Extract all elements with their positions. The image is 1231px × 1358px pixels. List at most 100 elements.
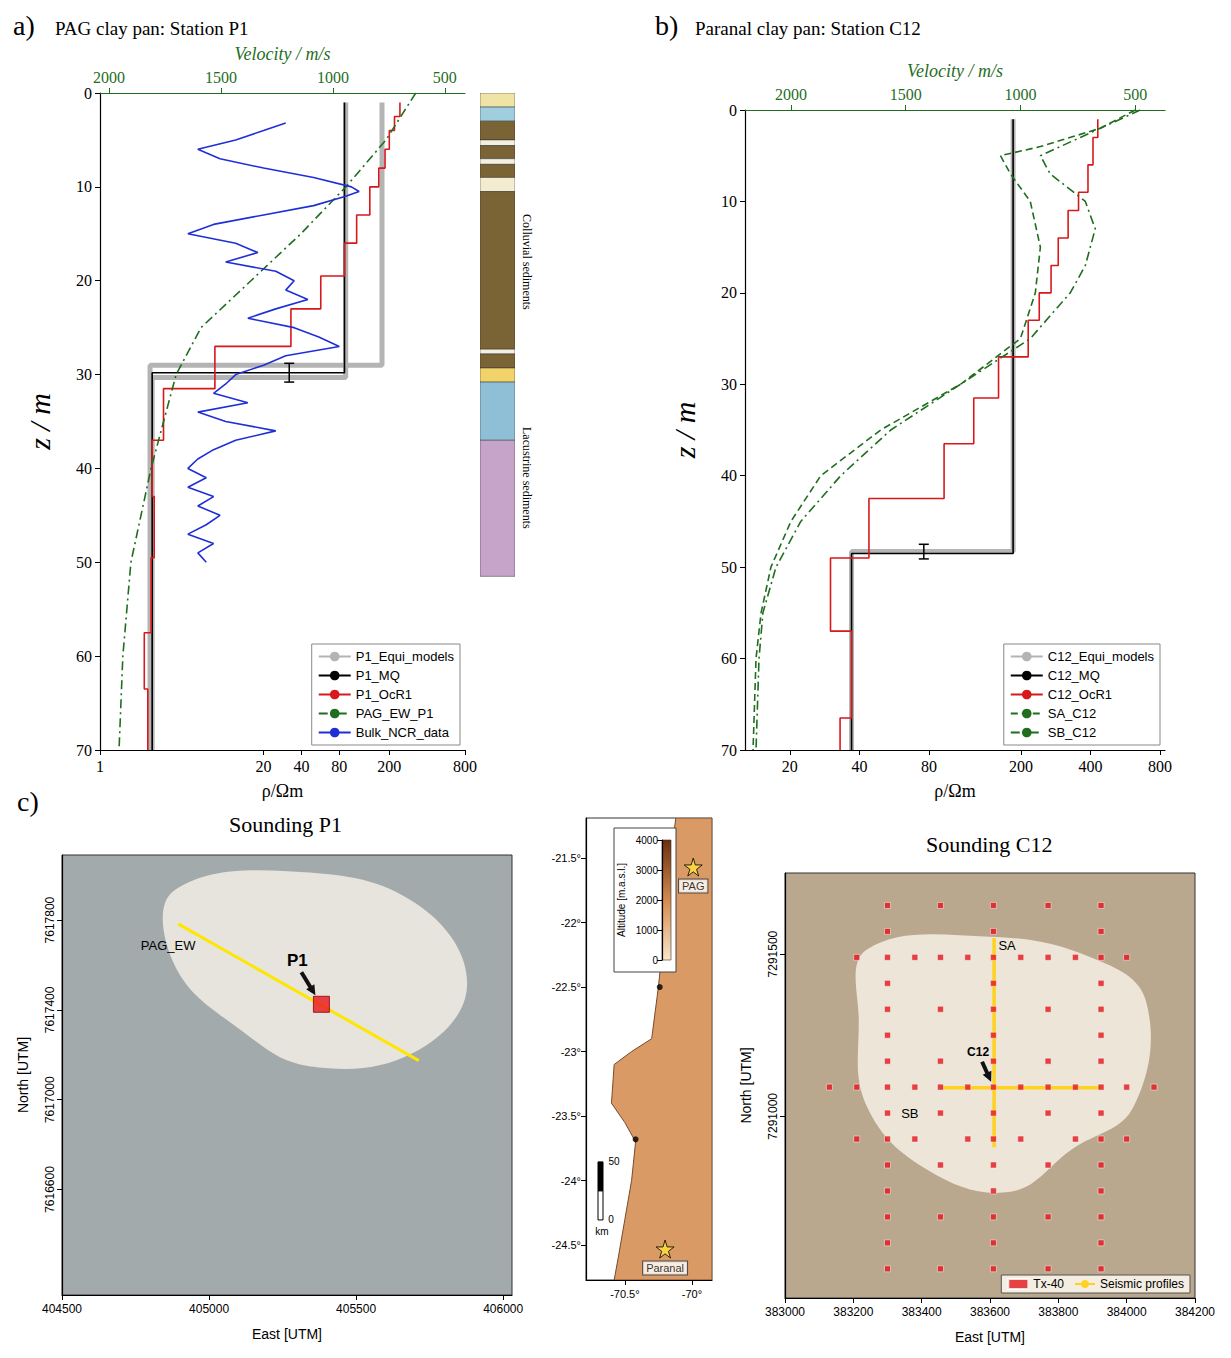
svg-text:1000: 1000 [636,925,659,936]
svg-text:20: 20 [76,272,92,289]
svg-text:East [UTM]: East [UTM] [252,1326,322,1342]
svg-text:383600: 383600 [970,1305,1010,1319]
svg-text:383400: 383400 [902,1305,942,1319]
svg-text:0: 0 [608,1214,614,1225]
svg-text:ρ/Ωm: ρ/Ωm [262,781,303,801]
svg-text:800: 800 [453,758,477,775]
svg-text:500: 500 [433,69,457,86]
svg-text:P1_Equi_models: P1_Equi_models [356,649,455,664]
svg-text:km: km [595,1226,608,1237]
svg-text:40: 40 [721,467,737,484]
svg-text:20: 20 [721,284,737,301]
svg-text:SB: SB [901,1106,918,1121]
svg-text:7617800: 7617800 [43,896,57,943]
svg-text:1000: 1000 [1004,86,1036,103]
svg-text:-22°: -22° [561,917,581,929]
svg-text:a): a) [13,10,35,41]
svg-text:-70°: -70° [682,1288,702,1300]
svg-text:East [UTM]: East [UTM] [955,1329,1025,1345]
svg-text:SB_C12: SB_C12 [1048,725,1096,740]
svg-text:Altitude [m.a.s.l.]: Altitude [m.a.s.l.] [616,863,627,937]
svg-text:80: 80 [331,758,347,775]
svg-text:-23°: -23° [561,1046,581,1058]
svg-text:40: 40 [76,460,92,477]
svg-text:2000: 2000 [775,86,807,103]
svg-text:-24°: -24° [561,1175,581,1187]
svg-text:P1_OcR1: P1_OcR1 [356,687,412,702]
svg-text:2000: 2000 [636,895,659,906]
svg-text:60: 60 [721,650,737,667]
svg-text:7617000: 7617000 [43,1076,57,1123]
svg-text:406000: 406000 [483,1302,523,1316]
svg-text:60: 60 [76,648,92,665]
svg-text:7291000: 7291000 [766,1093,780,1140]
svg-text:z / m: z / m [23,393,56,451]
svg-text:50: 50 [721,559,737,576]
svg-text:Bulk_NCR_data: Bulk_NCR_data [356,725,450,740]
svg-text:200: 200 [1009,758,1033,775]
svg-text:7291500: 7291500 [766,930,780,977]
svg-text:1500: 1500 [205,69,237,86]
svg-text:North [UTM]: North [UTM] [738,1047,754,1123]
svg-text:1500: 1500 [890,86,922,103]
svg-text:405000: 405000 [189,1302,229,1316]
svg-text:40: 40 [851,758,867,775]
svg-text:Sounding P1: Sounding P1 [229,812,342,837]
svg-text:0: 0 [729,102,737,119]
svg-text:1000: 1000 [317,69,349,86]
svg-text:50: 50 [608,1156,620,1167]
svg-text:400: 400 [1079,758,1103,775]
svg-text:Colluvial sediments: Colluvial sediments [520,214,534,310]
svg-text:383000: 383000 [765,1305,805,1319]
svg-text:C12_Equi_models: C12_Equi_models [1048,649,1155,664]
svg-text:384000: 384000 [1107,1305,1147,1319]
svg-text:ρ/Ωm: ρ/Ωm [934,781,975,801]
svg-text:Lacustrine sediments: Lacustrine sediments [520,427,534,529]
svg-text:-70.5°: -70.5° [610,1288,639,1300]
svg-text:10: 10 [721,193,737,210]
svg-text:70: 70 [721,742,737,759]
svg-text:800: 800 [1148,758,1172,775]
svg-text:80: 80 [921,758,937,775]
svg-text:30: 30 [721,376,737,393]
svg-text:405500: 405500 [336,1302,376,1316]
svg-text:384200: 384200 [1175,1305,1215,1319]
svg-text:b): b) [655,10,678,41]
svg-text:383200: 383200 [833,1305,873,1319]
svg-text:C12_OcR1: C12_OcR1 [1048,687,1112,702]
svg-text:404500: 404500 [42,1302,82,1316]
svg-text:-22.5°: -22.5° [552,981,581,993]
svg-text:Paranal clay pan: Station C12: Paranal clay pan: Station C12 [695,18,921,39]
svg-text:PAG clay pan: Station P1: PAG clay pan: Station P1 [55,18,249,39]
svg-text:-23.5°: -23.5° [552,1110,581,1122]
svg-text:PAG: PAG [682,880,704,892]
svg-text:Velocity / m/s: Velocity / m/s [235,44,331,64]
svg-text:Seismic profiles: Seismic profiles [1100,1277,1184,1291]
svg-text:0: 0 [84,85,92,102]
svg-text:Tx-40: Tx-40 [1033,1277,1064,1291]
svg-text:200: 200 [377,758,401,775]
svg-text:C12_MQ: C12_MQ [1048,668,1100,683]
svg-text:4000: 4000 [636,835,659,846]
svg-text:0: 0 [652,955,658,966]
svg-text:70: 70 [76,742,92,759]
svg-text:10: 10 [76,178,92,195]
svg-text:20: 20 [256,758,272,775]
svg-text:North [UTM]: North [UTM] [15,1037,31,1113]
svg-text:Paranal: Paranal [646,1262,684,1274]
svg-text:7616600: 7616600 [43,1166,57,1213]
svg-text:Velocity / m/s: Velocity / m/s [907,61,1003,81]
svg-text:SA_C12: SA_C12 [1048,706,1096,721]
svg-text:500: 500 [1123,86,1147,103]
svg-text:20: 20 [782,758,798,775]
svg-text:2000: 2000 [93,69,125,86]
svg-text:PAG_EW_P1: PAG_EW_P1 [356,706,434,721]
svg-text:1: 1 [96,758,104,775]
svg-text:z / m: z / m [668,402,701,460]
svg-text:-24.5°: -24.5° [552,1239,581,1251]
svg-text:P1_MQ: P1_MQ [356,668,400,683]
svg-text:50: 50 [76,554,92,571]
svg-text:C12: C12 [967,1045,989,1059]
svg-text:30: 30 [76,366,92,383]
svg-text:-21.5°: -21.5° [552,852,581,864]
